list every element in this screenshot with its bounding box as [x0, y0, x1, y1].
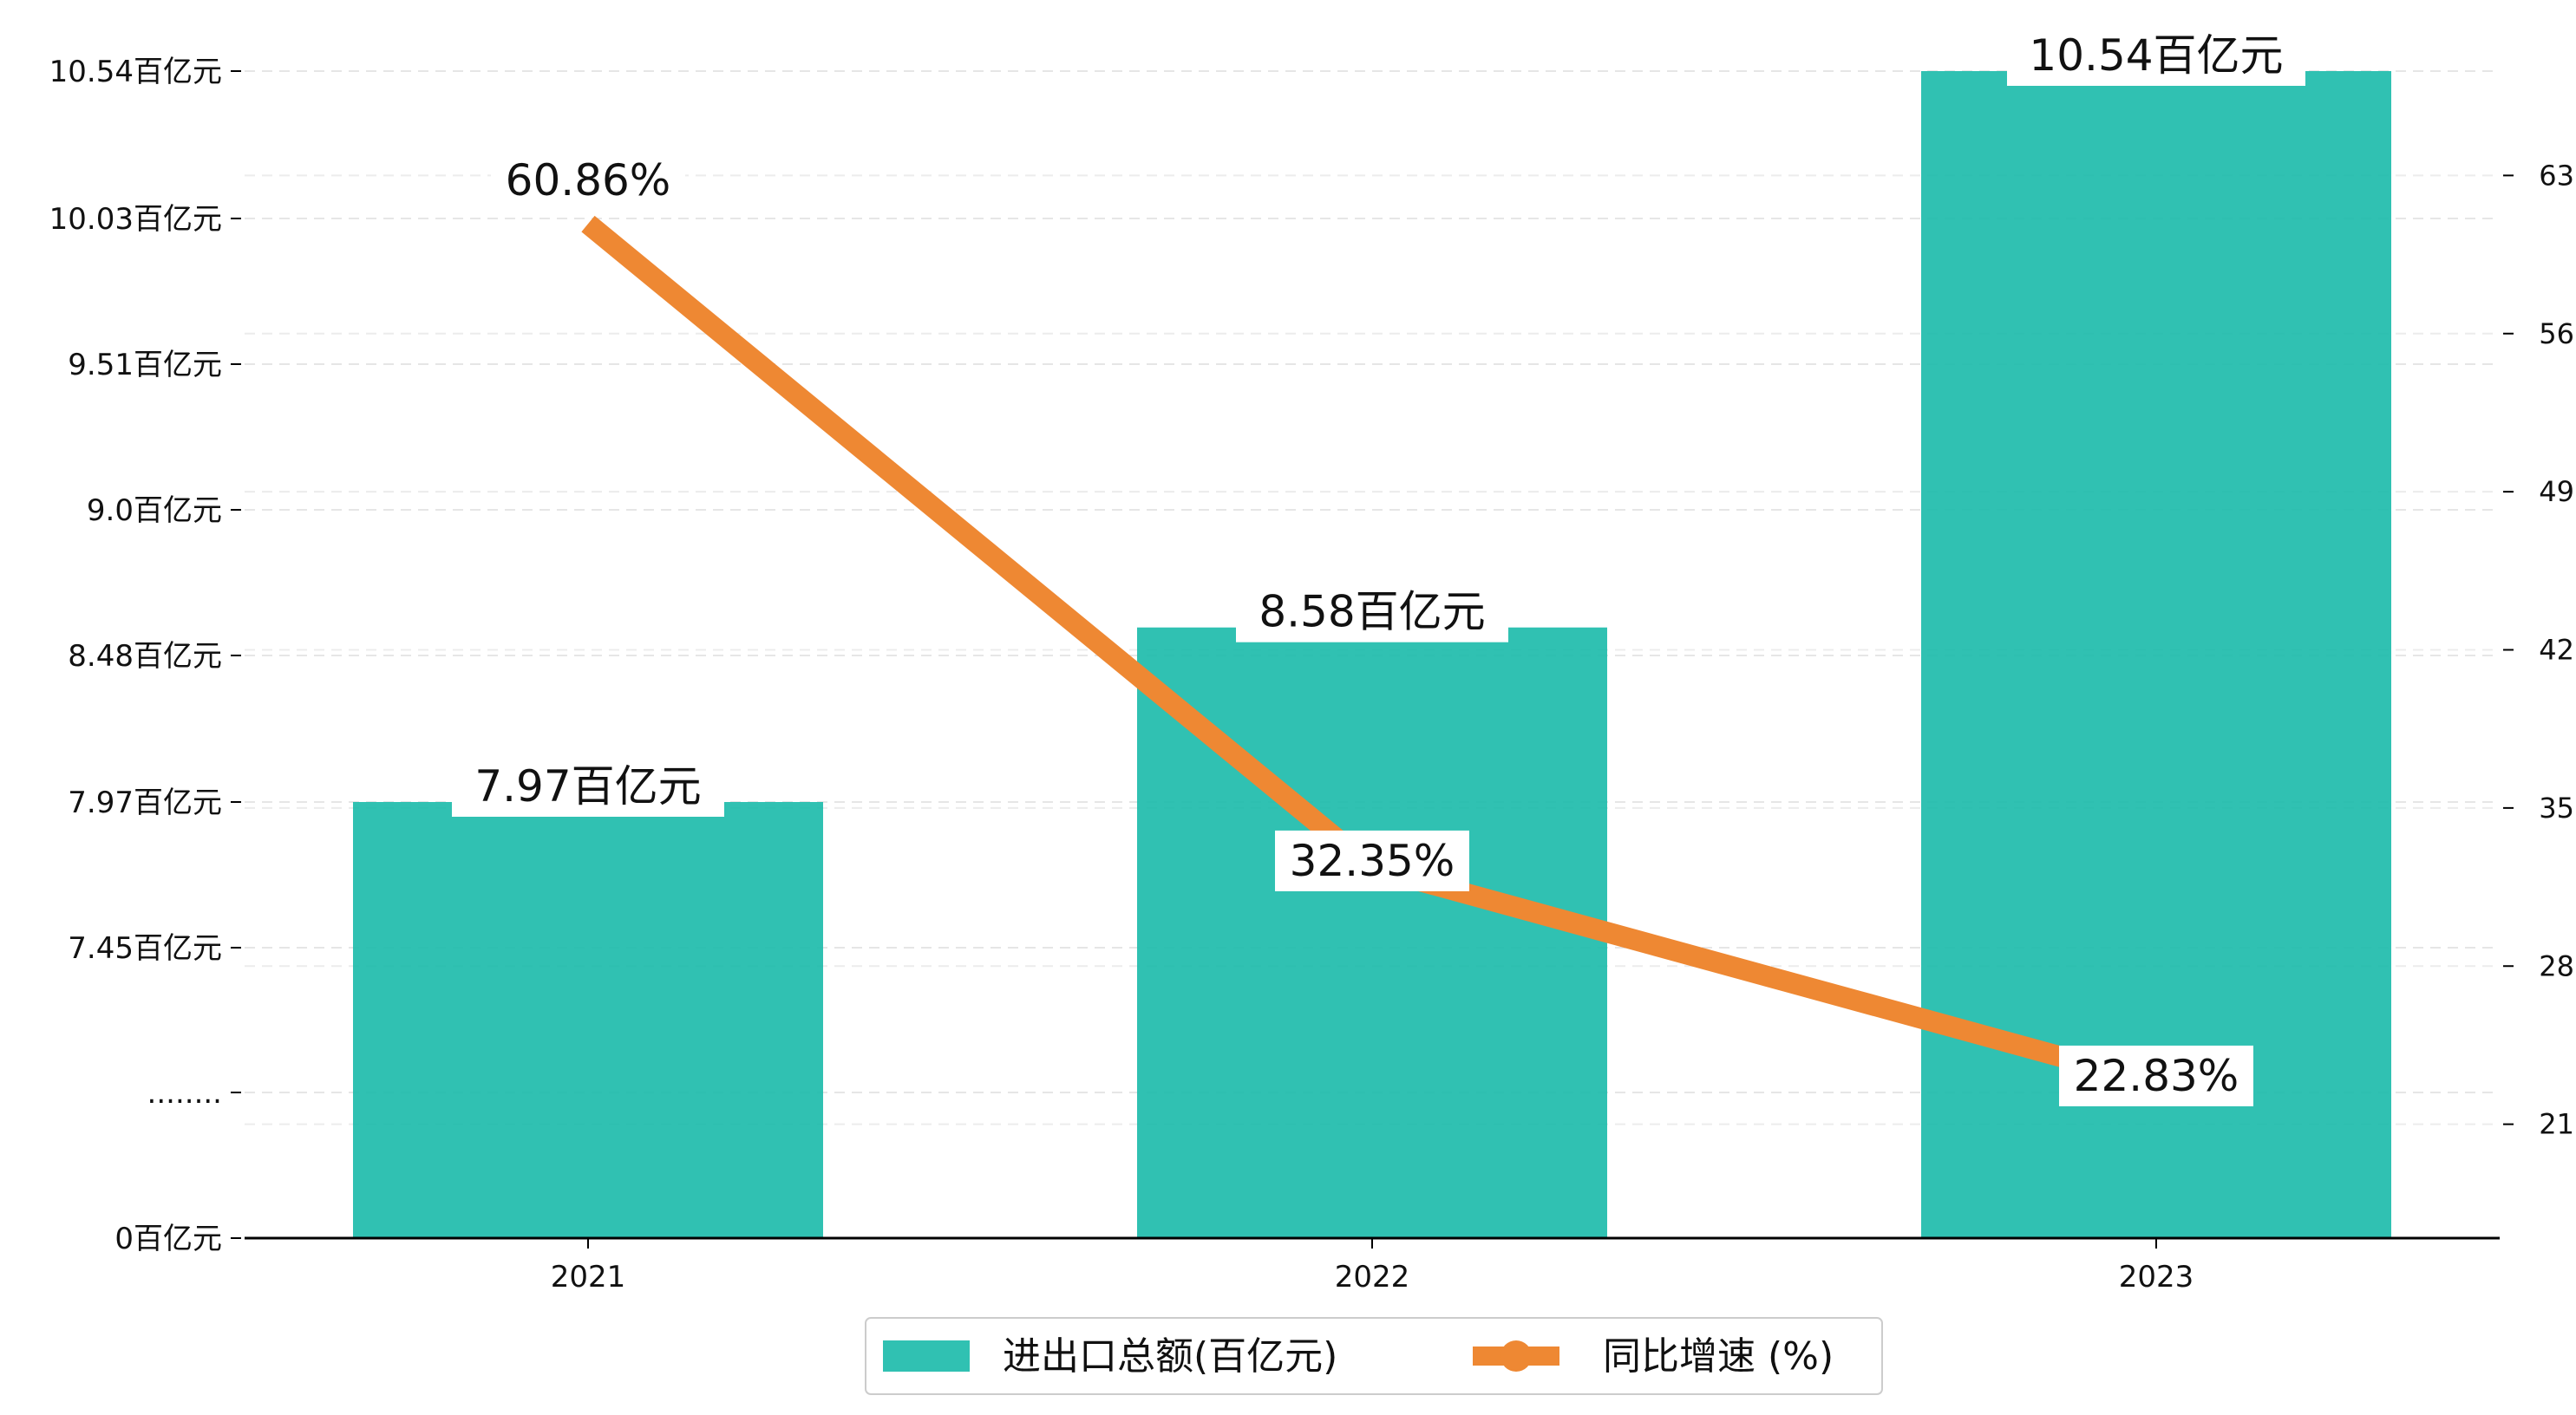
x-tick-label-2022: 2022 — [1335, 1260, 1410, 1294]
bar-label-2021: 7.97百亿元 — [452, 756, 724, 817]
y-left-tick-label: 7.45百亿元 — [68, 931, 222, 966]
line-label-2023-bg — [2059, 1045, 2253, 1106]
legend-swatch-marker — [1500, 1340, 1532, 1372]
y-left-tick-label: 0百亿元 — [114, 1222, 222, 1256]
legend-swatch-bar — [883, 1340, 970, 1372]
line-label-2023-text: 22.83% — [2074, 1051, 2239, 1101]
bar-2022 — [1137, 627, 1607, 1238]
y-left-tick-label: 10.03百亿元 — [49, 202, 222, 237]
line-label-2022: 32.35% — [1275, 830, 1469, 891]
y-left-tick-label: 7.97百亿元 — [68, 786, 222, 820]
line-label-2023: 22.83% — [2059, 1045, 2253, 1106]
bar-label-2021-bg — [452, 756, 724, 817]
bar-series — [353, 71, 2391, 1238]
y-left-tick-label: ........ — [147, 1076, 222, 1111]
y-left-tick-label: 9.51百亿元 — [68, 348, 222, 382]
legend-label-line: 同比增速 (%) — [1603, 1334, 1834, 1379]
bar-label-2022-text: 8.58百亿元 — [1259, 587, 1485, 637]
line-label-2022-text: 32.35% — [1290, 836, 1455, 886]
line-label-2021: 60.86% — [491, 150, 685, 212]
y-right-tick-label: 42 — [2539, 634, 2574, 667]
y-left-tick-label: 9.0百亿元 — [87, 493, 222, 528]
bar-label-2022-bg — [1236, 581, 1508, 642]
y-right-tick-label: 35 — [2539, 792, 2574, 825]
bar-label-2023-bg — [2007, 25, 2305, 86]
y-right-tick-label: 56 — [2539, 317, 2574, 350]
line-label-2022-bg — [1275, 830, 1469, 891]
y-right-tick-label: 21 — [2539, 1108, 2574, 1141]
x-tick-label-2021: 2021 — [551, 1260, 626, 1294]
x-tick-label-2023: 2023 — [2119, 1260, 2194, 1294]
bar-label-2023-text: 10.54百亿元 — [2029, 30, 2283, 81]
legend-label-bar: 进出口总额(百亿元) — [1003, 1334, 1337, 1379]
legend-box — [865, 1317, 1883, 1395]
y-right-tick-label: 49 — [2539, 475, 2574, 508]
y-right-tick-label: 28 — [2539, 949, 2574, 982]
bar-2021 — [353, 802, 823, 1238]
axes: 2021 2022 2023 0百亿元........ 7.45百亿元 7.97百亿元 8.… — [49, 55, 2574, 1294]
y-right-tick-label: 63 — [2539, 159, 2574, 192]
data-labels: 7.97百亿元 8.58百亿元 10.54百亿元 60.86% 32.35% 22.83% — [452, 25, 2305, 1106]
y-left-tick-label: 10.54百亿元 — [49, 55, 222, 89]
y-left-tick-label: 8.48百亿元 — [68, 639, 222, 674]
legend: 进出口总额(百亿元) 同比增速 (%) — [865, 1317, 1883, 1395]
line-label-2021-bg — [491, 150, 685, 212]
bar-label-2022: 8.58百亿元 — [1236, 581, 1508, 642]
line-label-2021-text: 60.86% — [506, 155, 671, 205]
bar-label-2023: 10.54百亿元 — [2007, 25, 2305, 86]
bar-label-2021-text: 7.97百亿元 — [474, 761, 701, 812]
